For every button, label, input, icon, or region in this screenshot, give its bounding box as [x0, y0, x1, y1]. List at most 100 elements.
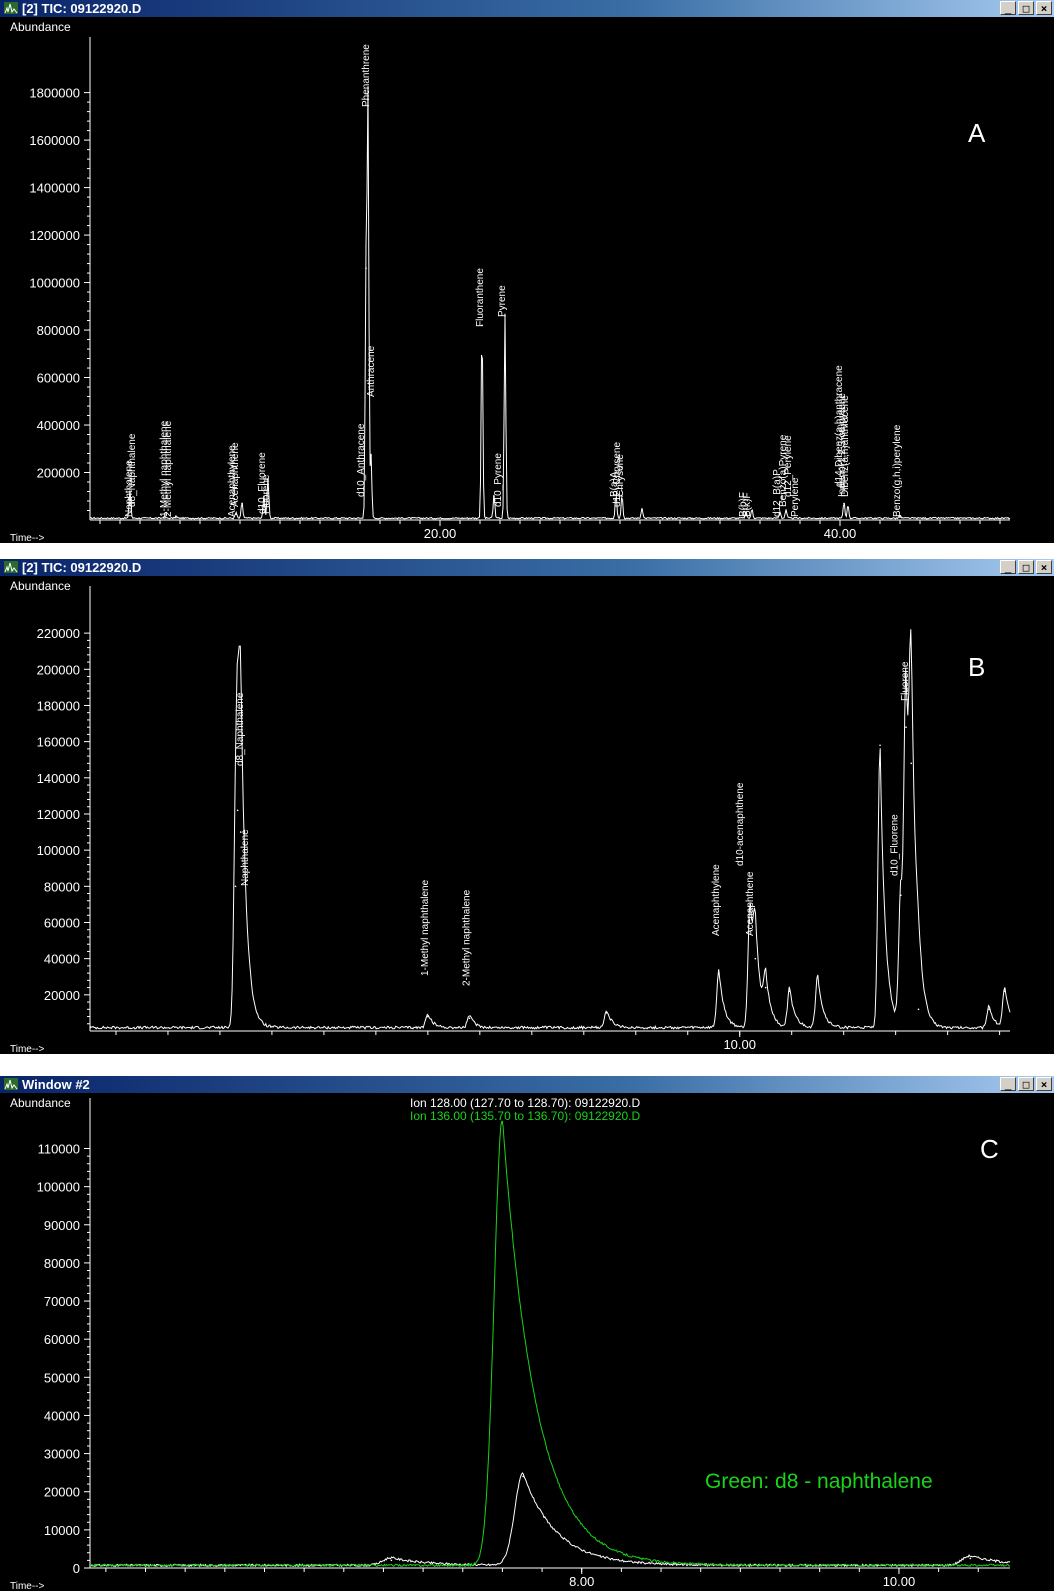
y-tick-label: 120000	[37, 807, 80, 822]
peak-label: Phenanthrene	[361, 44, 372, 107]
panel-letter: C	[980, 1134, 999, 1164]
trace-line-1	[89, 629, 1011, 1031]
peak-point	[816, 975, 819, 978]
peak-label: Acenaphthylene	[711, 864, 722, 936]
peak-label: Acenaphthene	[745, 871, 756, 936]
peak-label: Indeno(1,2,3-cd)pyrene	[837, 393, 848, 497]
peak-point	[163, 517, 165, 519]
peak-point	[879, 744, 881, 747]
y-tick-label: 30000	[44, 1447, 80, 1462]
peak-point	[621, 495, 623, 498]
y-tick-label: 200000	[37, 662, 80, 677]
y-tick-label: 0	[73, 1561, 80, 1576]
chromatogram-window-b[interactable]: [2] TIC: 09122920.D _ □ × Abundance Time-…	[0, 559, 1054, 1054]
peak-point	[427, 1015, 429, 1018]
peak-point	[754, 957, 757, 960]
peak-point	[605, 1012, 608, 1014]
peak-point	[267, 478, 269, 481]
peak-label: Naphthalene	[124, 460, 135, 517]
minimize-button[interactable]: _	[1000, 1, 1016, 15]
close-button[interactable]: ×	[1036, 1, 1052, 15]
green-annotation: Green: d8 - naphthalene	[705, 1470, 933, 1493]
peak-point	[1004, 990, 1006, 993]
peak-point	[501, 1121, 504, 1123]
maximize-button[interactable]: □	[1018, 1077, 1034, 1091]
peak-point	[129, 490, 131, 493]
x-tick-label: 40.00	[824, 526, 857, 541]
window-b-titlebar[interactable]: [2] TIC: 09122920.D _ □ ×	[0, 559, 1054, 576]
peak-label: 1-Methyl naphthalene	[159, 420, 170, 517]
y-tick-label: 800000	[37, 323, 80, 338]
y-tick-label: 1000000	[29, 276, 80, 291]
peak-label: d10_Anthracene	[356, 423, 367, 497]
y-tick-label: 80000	[44, 879, 80, 894]
y-tick-label: 1200000	[29, 228, 80, 243]
peak-point	[390, 1559, 393, 1562]
peak-point	[468, 1017, 471, 1020]
close-button[interactable]: ×	[1036, 1077, 1052, 1091]
peak-point	[764, 986, 767, 989]
peak-label: Chrysene	[615, 454, 626, 497]
peak-point	[779, 512, 781, 515]
maximize-button[interactable]: □	[1018, 560, 1034, 574]
maximize-button[interactable]: □	[1018, 1, 1034, 15]
legend-ion-136: Ion 136.00 (135.70 to 136.70): 09122920.…	[410, 1109, 641, 1123]
peak-label: Fluorene	[261, 474, 272, 514]
panel-letter: B	[968, 652, 985, 682]
peak-point	[905, 726, 907, 728]
y-tick-label: 160000	[37, 735, 80, 750]
minimize-button[interactable]: _	[1000, 1077, 1016, 1091]
peak-point	[365, 267, 367, 270]
peak-point	[751, 509, 753, 512]
peak-point	[263, 495, 265, 498]
peak-point	[615, 494, 617, 496]
peak-label: d14-Dibenz(a,h)anthracene	[834, 365, 845, 487]
peak-point	[745, 513, 747, 515]
peak-label: Benzo(g,h,i)perylene	[892, 424, 903, 517]
chromatogram-window-a[interactable]: [2] TIC: 09122920.D _ □ × Abundance Time-…	[0, 0, 1054, 543]
peak-label: Pyrene	[497, 285, 508, 317]
window-c-title: Window #2	[22, 1077, 90, 1092]
y-tick-label: 50000	[44, 1370, 80, 1385]
legend-ion-128: Ion 128.00 (127.70 to 128.70): 09122920.…	[410, 1096, 641, 1110]
y-tick-label: 110000	[38, 1142, 80, 1157]
peak-point	[367, 98, 369, 101]
peak-label: 1-Methyl naphthalene	[420, 879, 431, 976]
peak-point	[900, 894, 902, 897]
x-tick-label: 20.00	[424, 526, 457, 541]
peak-label: d10-acenaphthene	[735, 782, 746, 866]
minimize-button[interactable]: _	[1000, 560, 1016, 574]
window-a-titlebar[interactable]: [2] TIC: 09122920.D _ □ ×	[0, 0, 1054, 17]
window-c-titlebar[interactable]: Window #2 _ □ ×	[0, 1076, 1054, 1093]
peak-label: Dibenz(a,h)anthracene	[840, 395, 851, 497]
peak-point	[236, 809, 239, 812]
peak-label: Fluoranthene	[475, 268, 486, 327]
y-axis-label: Abundance	[10, 20, 71, 34]
peak-point	[235, 513, 237, 515]
peak-label: d12_B(a)P	[772, 469, 783, 517]
peak-label: Acenaphthylene	[227, 445, 238, 517]
peak-point	[522, 1475, 524, 1478]
peak-label: 2-Methyl naphthalene	[163, 420, 174, 517]
y-tick-label: 40000	[44, 952, 80, 967]
chart-a: Abundance Time--> 200000 400000 600000 800000…	[10, 20, 1011, 543]
peak-label: d10_Fluorene	[890, 814, 901, 876]
y-axis-label: Abundance	[10, 1096, 71, 1110]
y-tick-label: 70000	[44, 1294, 80, 1309]
peak-label: d10_Pyrene	[493, 453, 504, 507]
peak-label: d12_Chrysene	[612, 442, 623, 507]
peak-point	[899, 516, 901, 518]
x-tick-label: 10.00	[883, 1574, 916, 1589]
y-tick-label: 600000	[37, 371, 80, 386]
peak-label: Perylene	[790, 477, 801, 517]
y-tick-label: 200000	[37, 466, 80, 481]
peak-label: Acenaphthene	[230, 442, 241, 507]
peak-point	[239, 831, 242, 833]
peak-point	[234, 885, 237, 888]
peak-point	[718, 972, 720, 974]
chromatogram-window-c[interactable]: Window #2 _ □ × Abundance Time--> 0 10000 20…	[0, 1076, 1054, 1591]
close-button[interactable]: ×	[1036, 560, 1052, 574]
peak-point	[493, 495, 495, 498]
window-a-title: [2] TIC: 09122920.D	[22, 1, 142, 16]
peak-label: d8_Naphthalene	[127, 433, 138, 507]
